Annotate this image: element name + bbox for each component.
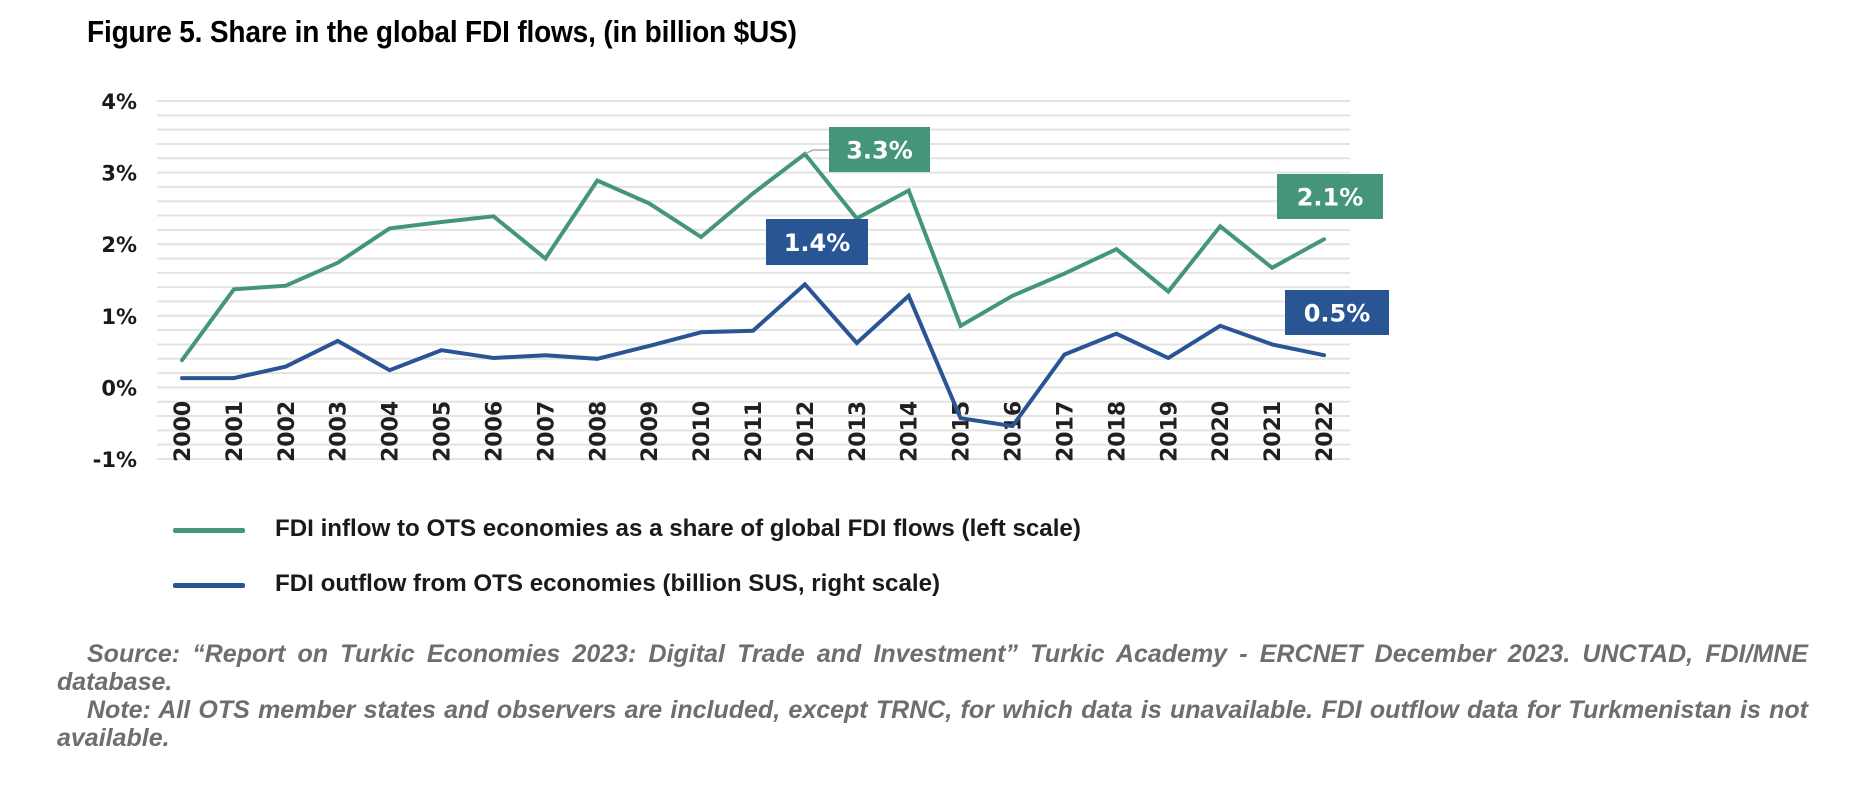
x-tick-label: 2012 xyxy=(794,401,819,462)
annotation-connector xyxy=(804,149,829,155)
x-tick-label: 2006 xyxy=(482,401,507,462)
x-tick-label: 2015 xyxy=(950,401,975,462)
x-tick-label: 2017 xyxy=(1053,401,1078,462)
annotation-label: 2.1% xyxy=(1297,184,1364,212)
annotation-label: 3.3% xyxy=(846,137,913,165)
y-tick-label: 2% xyxy=(101,233,137,257)
legend-label-inflow: FDI inflow to OTS economies as a share o… xyxy=(275,515,1081,542)
x-tick-label: 2005 xyxy=(431,401,456,462)
source-text: Source: “Report on Turkic Economies 2023… xyxy=(57,640,1808,696)
x-tick-label: 2002 xyxy=(275,401,300,462)
legend-swatch-outflow xyxy=(173,583,245,588)
x-tick-label: 2013 xyxy=(846,401,871,462)
x-tick-label: 2007 xyxy=(534,401,559,462)
note-text: Note: All OTS member states and observer… xyxy=(57,696,1808,752)
series-lines xyxy=(180,151,1326,429)
annotations: 3.3% 1.4% 2.1% 0.5% xyxy=(766,127,1389,335)
y-tick-label: 1% xyxy=(101,305,137,329)
y-tick-label: 3% xyxy=(101,162,137,186)
x-tick-label: 2011 xyxy=(742,401,767,462)
x-tick-label: 2000 xyxy=(171,401,196,462)
annotation-box xyxy=(1277,174,1383,219)
x-tick-label: 2004 xyxy=(379,401,404,462)
annotation-box xyxy=(766,219,868,265)
x-tick-label: 2018 xyxy=(1105,401,1130,462)
legend-swatch-inflow xyxy=(173,528,245,533)
x-tick-label: 2014 xyxy=(898,401,923,462)
y-tick-label: 4% xyxy=(101,90,137,114)
annotation-box xyxy=(829,127,930,172)
x-axis-ticks: 2000 2001 2002 2003 2004 2005 2006 2007 2008 2009… xyxy=(171,401,1338,462)
x-tick-label: 2019 xyxy=(1157,401,1182,462)
legend-label-outflow: FDI outflow from OTS economies (billion … xyxy=(275,570,941,597)
chart-title: Figure 5. Share in the global FDI flows,… xyxy=(87,14,797,49)
annotation-box xyxy=(1285,290,1389,335)
source-notes: Source: “Report on Turkic Economies 2023… xyxy=(57,640,1808,752)
x-tick-label: 2022 xyxy=(1313,401,1338,462)
x-tick-label: 2010 xyxy=(690,401,715,462)
x-tick-label: 2021 xyxy=(1261,401,1286,462)
annotation-label: 0.5% xyxy=(1304,300,1371,328)
annotation-label: 1.4% xyxy=(784,229,851,257)
y-axis-ticks: 4% 3% 2% 1% 0% -1% xyxy=(93,90,137,472)
x-tick-label: 2009 xyxy=(638,401,663,462)
y-tick-label: -1% xyxy=(93,448,137,472)
y-tick-label: 0% xyxy=(101,376,137,400)
x-tick-label: 2001 xyxy=(223,401,248,462)
x-tick-label: 2020 xyxy=(1209,401,1234,462)
x-tick-label: 2003 xyxy=(327,401,352,462)
x-tick-label: 2008 xyxy=(586,401,611,462)
line-chart: 4%3%2%1%0%-1% 2000 2001 2002 2003 2004 2005 20… xyxy=(93,90,1389,472)
